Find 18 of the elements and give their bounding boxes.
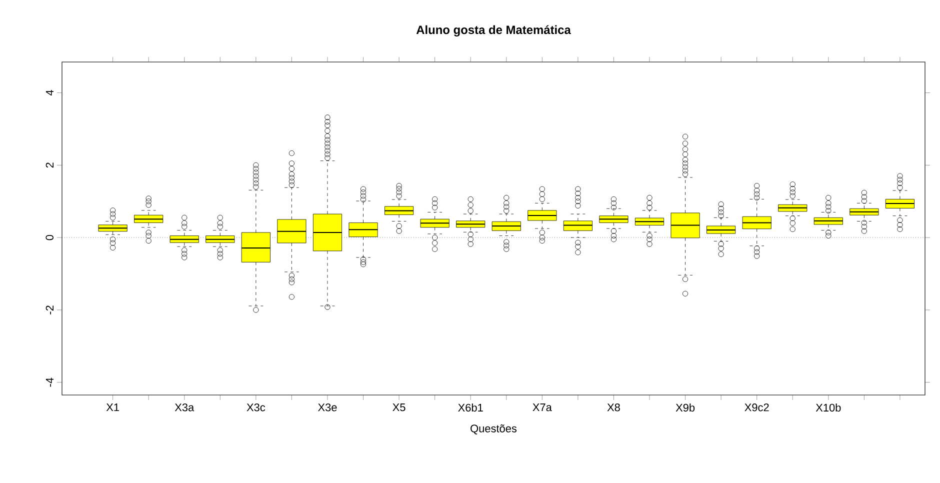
x-tick-label: X6b1 — [458, 404, 483, 412]
y-tick-label: 2 — [46, 162, 54, 168]
x-tick-label: X8 — [607, 404, 620, 412]
x-tick-label: X7a — [532, 404, 552, 412]
y-tick-label: -2 — [46, 306, 54, 314]
x-tick-label: X5 — [392, 404, 406, 412]
x-tick-label: X3a — [174, 404, 194, 412]
x-tick-label: X3c — [246, 404, 266, 412]
x-tick-label: X9c2 — [744, 404, 769, 412]
y-tick-label: -4 — [46, 378, 54, 387]
chart-title: Aluno gosta de Matemática — [416, 25, 571, 36]
x-tick-label: X9b — [676, 404, 695, 412]
x-tick-label: X3e — [318, 404, 337, 412]
y-tick-label: 4 — [46, 90, 54, 96]
y-tick-label: 0 — [46, 234, 54, 240]
x-tick-label: X1 — [106, 404, 119, 412]
x-tick-label: X10b — [816, 404, 841, 412]
x-axis-title: Questões — [470, 424, 517, 434]
